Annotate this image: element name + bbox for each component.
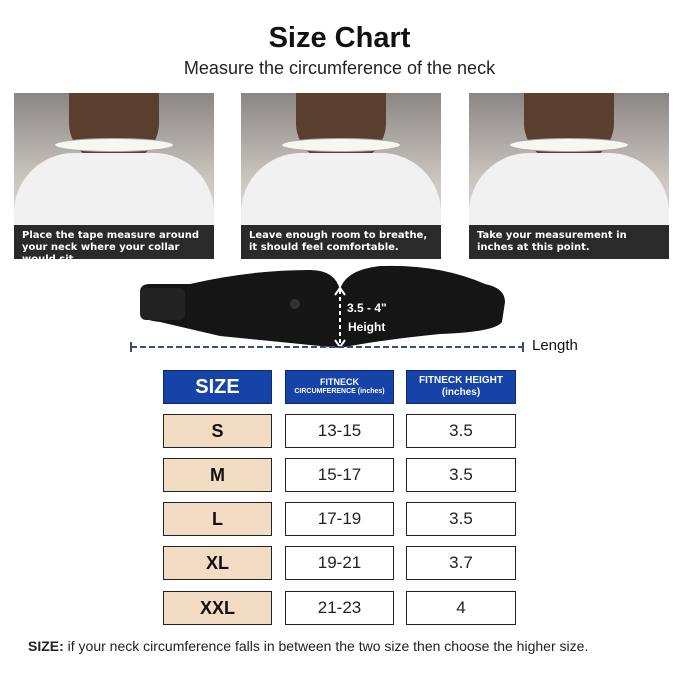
header-size: SIZE: [163, 370, 272, 404]
header-text: CIRCUMFERENCE (inches): [294, 388, 385, 395]
table-cell-circumference: 21-23: [285, 591, 394, 625]
step-photo-1: Place the tape measure around your neck …: [14, 93, 214, 259]
header-height: FITNECK HEIGHT (inches): [406, 370, 516, 404]
header-text: FITNECK HEIGHT: [419, 375, 503, 386]
footer-text: if your neck circumference falls in betw…: [63, 638, 589, 654]
table-cell-height: 3.5: [406, 458, 516, 492]
tape-measure-icon: [281, 138, 401, 152]
height-word-label: Height: [348, 320, 385, 334]
step-photo-3: Take your measurement in inches at this …: [469, 93, 669, 259]
header-circumference: FITNECK CIRCUMFERENCE (inches): [285, 370, 394, 404]
footer-note: SIZE: if your neck circumference falls i…: [28, 638, 588, 654]
step-caption: Place the tape measure around your neck …: [14, 225, 214, 259]
length-label: Length: [532, 337, 578, 354]
table-cell-size: S: [163, 414, 272, 448]
table-cell-height: 4: [406, 591, 516, 625]
step-caption: Take your measurement in inches at this …: [469, 225, 669, 259]
height-range-label: 3.5 - 4": [347, 301, 387, 315]
table-cell-size: M: [163, 458, 272, 492]
table-cell-height: 3.5: [406, 502, 516, 536]
table-cell-height: 3.5: [406, 414, 516, 448]
table-cell-circumference: 19-21: [285, 546, 394, 580]
subtitle: Measure the circumference of the neck: [183, 58, 496, 78]
table-cell-circumference: 15-17: [285, 458, 394, 492]
table-cell-circumference: 13-15: [285, 414, 394, 448]
page-title: Size Chart: [268, 22, 411, 54]
length-dimension-line: [130, 342, 524, 352]
neck-brace-image: 3.5 - 4" Height: [140, 265, 505, 349]
table-cell-size: XXL: [163, 591, 272, 625]
table-cell-size: XL: [163, 546, 272, 580]
header-text: (inches): [441, 387, 481, 398]
table-cell-size: L: [163, 502, 272, 536]
tape-measure-icon: [509, 138, 629, 152]
table-cell-circumference: 17-19: [285, 502, 394, 536]
header-text: FITNECK: [320, 377, 359, 387]
step-photo-2: Leave enough room to breathe, it should …: [241, 93, 441, 259]
footer-label: SIZE:: [28, 638, 64, 654]
step-caption: Leave enough room to breathe, it should …: [241, 225, 441, 259]
table-cell-height: 3.7: [406, 546, 516, 580]
tape-measure-icon: [54, 138, 174, 152]
